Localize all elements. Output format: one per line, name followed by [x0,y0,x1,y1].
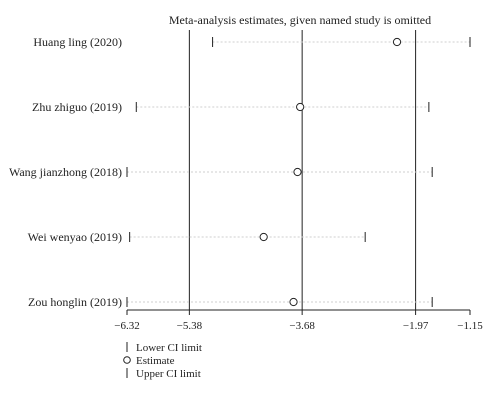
legend-estimate-symbol [123,356,131,364]
estimate-marker [392,37,402,47]
study-label: Huang ling (2020) [33,35,122,49]
legend-label: Upper CI limit [136,368,201,380]
x-tick-label: −6.32 [114,320,139,332]
study-label: Zhu zhiguo (2019) [32,100,122,114]
study-label: Wang jianzhong (2018) [9,165,122,179]
x-tick-label: −1.15 [457,320,483,332]
x-axis: −6.32 −5.38 −3.68 −1.97 −1.15 [114,309,483,332]
legend-label: Estimate [136,355,175,367]
legend-label: Lower CI limit [136,342,202,354]
study-markers [126,37,471,307]
estimate-marker [293,167,302,177]
reference-lines [188,30,417,310]
chart-title: Meta-analysis estimates, given named stu… [169,13,431,27]
x-tick-label: −5.38 [177,320,203,332]
study-labels: Huang ling (2020) Zhu zhiguo (2019) Wang j… [9,35,122,309]
study-label: Wei wenyao (2019) [28,230,122,244]
study-label: Zou honglin (2019) [28,295,122,309]
x-tick-label: −3.68 [289,320,315,332]
x-tick-label: −1.97 [403,320,429,332]
ci-lines [127,41,470,303]
estimate-marker [296,102,305,112]
estimate-marker [259,232,268,242]
estimate-marker [289,297,298,307]
